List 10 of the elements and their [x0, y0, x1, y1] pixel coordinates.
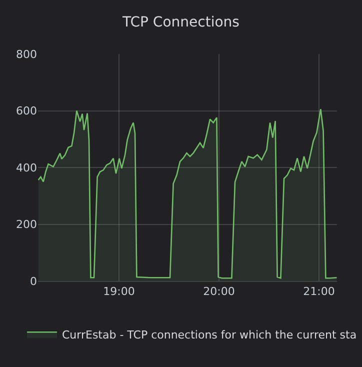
x-tick-label: 21:00 [303, 285, 335, 298]
y-tick-label: 600 [16, 104, 37, 118]
chart-title: TCP Connections [122, 14, 240, 30]
y-tick-label: 0 [30, 274, 37, 288]
y-tick-label: 800 [16, 48, 37, 61]
y-tick-label: 400 [16, 161, 37, 174]
x-tick-label: 19:00 [103, 285, 135, 298]
x-tick-label: 20:00 [203, 285, 235, 298]
y-tick-label: 200 [16, 218, 37, 232]
legend-label: CurrEstab - TCP connections for which the current sta [62, 328, 357, 342]
